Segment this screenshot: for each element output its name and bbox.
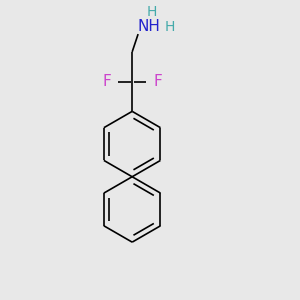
Text: H: H xyxy=(146,5,157,19)
Text: F: F xyxy=(153,74,162,89)
Text: F: F xyxy=(103,74,111,89)
Text: H: H xyxy=(164,20,175,34)
Text: NH: NH xyxy=(137,19,160,34)
